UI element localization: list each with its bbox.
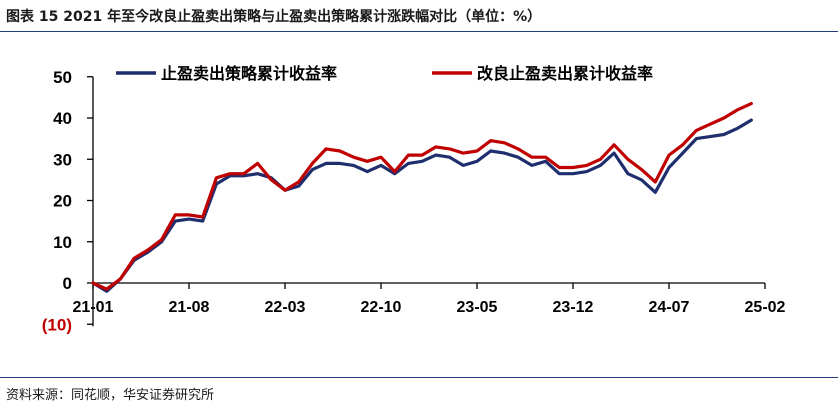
chart-axes (92, 76, 765, 327)
source-divider (0, 377, 838, 378)
y-tick-label: 10 (53, 233, 72, 252)
x-tick-label: 23-05 (457, 299, 498, 316)
y-tick-label: (10) (42, 315, 72, 334)
x-tick-label: 22-10 (361, 299, 402, 316)
y-tick-label: 30 (53, 150, 72, 169)
chart-legend: 止盈卖出策略累计收益率 改良止盈卖出累计收益率 (116, 64, 653, 83)
y-tick-label: 20 (53, 192, 72, 211)
x-axis-ticks: 21-01 21-08 22-03 22-10 23-05 23-12 24-07 25-02 (73, 283, 786, 316)
x-tick-label: 23-12 (553, 299, 594, 316)
title-divider (0, 31, 838, 32)
x-tick-label: 22-03 (265, 299, 306, 316)
series-lines (91, 102, 753, 293)
x-tick-label: 21-08 (169, 299, 210, 316)
y-axis-ticks: 50 40 30 20 10 0 (10) (42, 68, 93, 334)
legend-label: 止盈卖出策略累计收益率 (161, 64, 337, 83)
series-line-2 (91, 102, 753, 291)
y-tick-label: 0 (63, 274, 72, 293)
source-note: 资料来源：同花顺，华安证券研究所 (6, 388, 215, 403)
legend-label: 改良止盈卖出累计收益率 (477, 64, 653, 83)
x-tick-label: 21-01 (73, 299, 114, 316)
x-tick-label: 24-07 (649, 299, 690, 316)
series-line-1 (91, 118, 753, 293)
y-tick-label: 40 (53, 109, 72, 128)
y-tick-label: 50 (53, 68, 72, 87)
figure-title: 图表 15 2021 年至今改良止盈卖出策略与止盈卖出策略累计涨跌幅对比（单位：… (6, 9, 542, 25)
line-chart: 50 40 30 20 10 0 (10) 21-01 21-08 22-03 22-10 23-0… (42, 64, 786, 334)
x-tick-label: 25-02 (745, 299, 786, 316)
